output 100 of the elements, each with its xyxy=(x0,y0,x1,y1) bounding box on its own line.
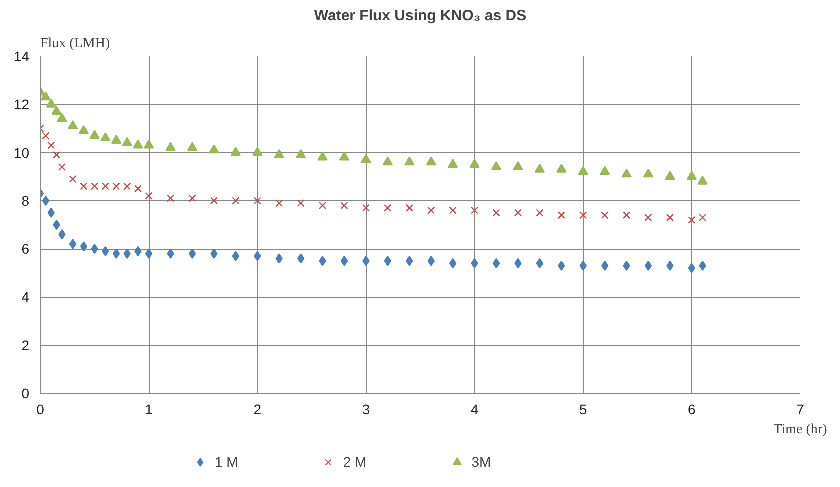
legend-label: 3M xyxy=(472,454,492,470)
point xyxy=(665,171,676,180)
point xyxy=(556,164,567,173)
point xyxy=(361,154,372,164)
point xyxy=(384,204,392,212)
point xyxy=(449,206,457,214)
x-tick-label: 5 xyxy=(579,402,588,418)
point xyxy=(686,171,698,180)
point xyxy=(297,254,305,264)
point xyxy=(188,194,196,202)
point xyxy=(688,216,696,224)
chart-title: Water Flux Using KNO₃ as DS xyxy=(314,8,527,24)
point xyxy=(274,149,284,158)
point xyxy=(623,212,631,220)
point xyxy=(252,146,263,156)
point xyxy=(601,212,609,220)
point xyxy=(232,197,240,205)
point xyxy=(188,248,196,259)
y-axis-title: Flux (LMH) xyxy=(40,36,110,52)
point xyxy=(514,209,522,217)
point xyxy=(558,212,566,220)
point xyxy=(167,194,175,202)
point xyxy=(254,251,262,262)
point xyxy=(80,182,88,190)
point xyxy=(78,125,90,134)
point xyxy=(90,130,100,140)
point xyxy=(492,258,500,269)
y-tick-label: 8 xyxy=(22,192,30,209)
point xyxy=(254,197,262,205)
point xyxy=(276,254,283,264)
point xyxy=(167,248,174,259)
point xyxy=(58,230,66,240)
point xyxy=(80,242,88,252)
point xyxy=(124,182,132,190)
point xyxy=(688,263,696,274)
point xyxy=(491,161,502,170)
point xyxy=(384,256,392,266)
point xyxy=(470,159,480,168)
point xyxy=(210,197,218,205)
point xyxy=(100,132,111,142)
point xyxy=(666,214,674,222)
point xyxy=(57,113,68,122)
point xyxy=(319,256,326,266)
point xyxy=(122,137,132,146)
point xyxy=(166,142,176,152)
point xyxy=(426,156,436,166)
point xyxy=(699,214,707,222)
point xyxy=(601,260,609,272)
point xyxy=(340,202,348,210)
point xyxy=(578,166,588,176)
y-tick-label: 12 xyxy=(14,96,30,113)
y-tick-label: 0 xyxy=(22,386,30,402)
x-axis-title: Time (hr) xyxy=(774,422,828,438)
y-tick-label: 6 xyxy=(22,241,30,258)
point xyxy=(145,248,153,259)
point xyxy=(187,142,198,152)
y-tick-label: 14 xyxy=(14,48,30,64)
point xyxy=(513,161,524,170)
point xyxy=(428,206,436,214)
point xyxy=(449,258,457,269)
point xyxy=(210,248,218,259)
point xyxy=(471,206,479,214)
point xyxy=(209,144,220,154)
point xyxy=(644,260,652,272)
x-tick-label: 4 xyxy=(470,402,479,418)
point xyxy=(124,248,131,259)
point xyxy=(42,132,50,140)
point xyxy=(404,156,415,166)
point xyxy=(133,140,144,149)
point xyxy=(297,200,305,208)
y-tick-label: 4 xyxy=(22,289,30,306)
point xyxy=(68,120,78,130)
point xyxy=(58,163,66,172)
point xyxy=(536,258,544,269)
legend-label: 2 M xyxy=(343,454,367,470)
point xyxy=(339,152,350,161)
point xyxy=(534,164,546,173)
x-tick-label: 7 xyxy=(796,402,805,418)
point xyxy=(644,214,652,222)
point xyxy=(622,168,632,178)
point xyxy=(448,159,458,168)
point xyxy=(340,256,348,266)
point xyxy=(46,98,56,108)
point xyxy=(144,140,154,149)
point xyxy=(698,176,708,185)
legend-label: 1 M xyxy=(215,454,238,470)
point xyxy=(230,146,242,156)
y-tick-label: 2 xyxy=(22,337,30,354)
point xyxy=(296,149,306,158)
point xyxy=(643,168,654,178)
x-tick-label: 1 xyxy=(145,402,154,418)
point xyxy=(112,182,120,190)
point xyxy=(428,256,435,266)
point xyxy=(91,182,99,190)
point xyxy=(362,256,370,266)
x-tick-label: 2 xyxy=(254,402,262,418)
point xyxy=(52,106,62,116)
point xyxy=(276,200,284,208)
point xyxy=(134,185,142,193)
point xyxy=(362,204,370,212)
